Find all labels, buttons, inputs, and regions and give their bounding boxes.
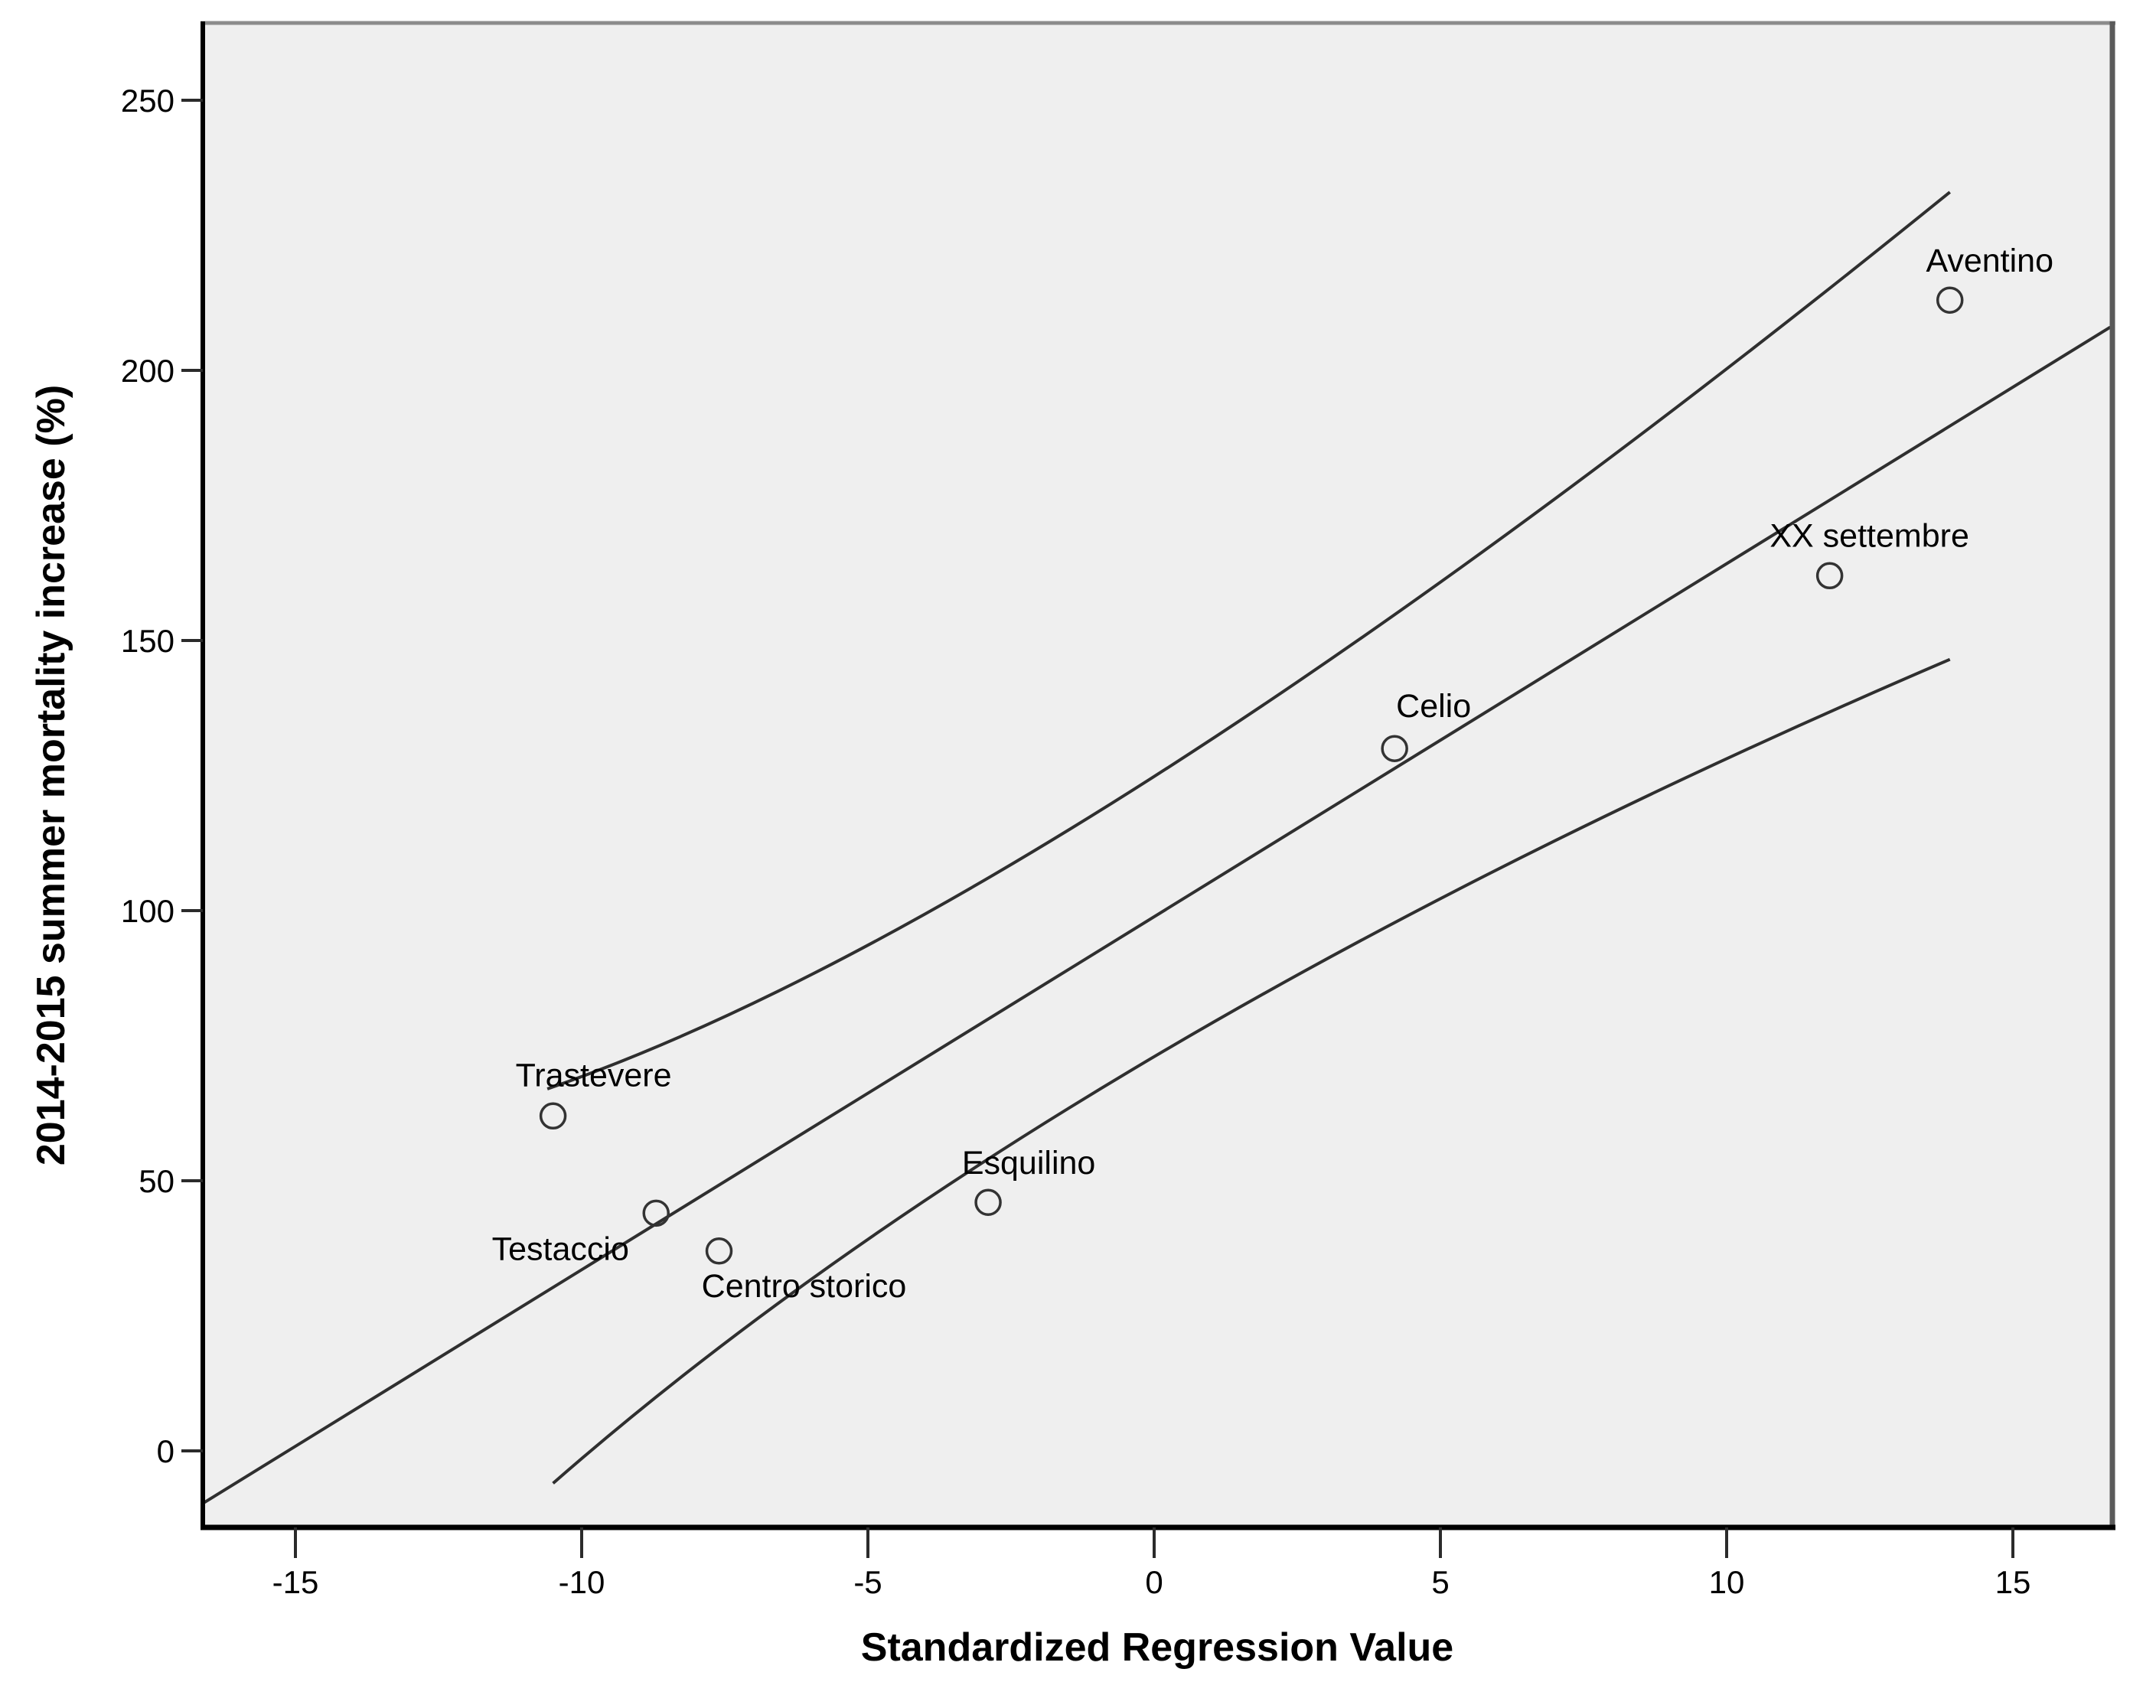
x-tick-label: -5: [853, 1564, 882, 1600]
x-tick-label: 0: [1145, 1564, 1163, 1600]
x-axis-title: Standardized Regression Value: [861, 1625, 1453, 1670]
x-tick-label: -10: [559, 1564, 605, 1600]
data-point-marker: [642, 1199, 670, 1227]
data-points: Trastevere Testaccio Centro storico Esquili…: [492, 243, 2053, 1305]
data-point-marker: [705, 1237, 733, 1265]
data-point-marker: [1381, 735, 1408, 762]
data-point-marker: [1815, 562, 1844, 590]
data-point-label: Esquilino: [962, 1145, 1096, 1182]
x-tick-label: 15: [1995, 1564, 2031, 1600]
y-tick-label: 200: [121, 353, 175, 389]
plot-borders: [201, 21, 2115, 1530]
ci-upper-line: [546, 191, 1951, 1090]
y-axis-title: 2014-2015 summer mortality increase (%): [29, 385, 73, 1165]
regression-lines: [203, 191, 2112, 1504]
x-tick-label: 5: [1431, 1564, 1449, 1600]
x-tick-label: -15: [272, 1564, 319, 1600]
data-point-label: Aventino: [1926, 243, 2053, 279]
data-point-marker: [1936, 286, 1964, 314]
data-point-label: Celio: [1396, 688, 1471, 725]
x-tick-label: 10: [1709, 1564, 1745, 1600]
fit-line: [203, 325, 2112, 1504]
y-tick-label: 100: [121, 893, 175, 929]
y-tick-label: 250: [121, 83, 175, 119]
ci-lower-line: [552, 657, 1951, 1485]
y-tick-label: 150: [121, 623, 175, 659]
data-point-label: Centro storico: [702, 1268, 907, 1305]
y-tick-label: 0: [157, 1433, 175, 1469]
data-point-label: XX settembre: [1769, 517, 1969, 554]
data-point-label: Testaccio: [492, 1230, 629, 1267]
y-tick-label: 50: [139, 1163, 175, 1199]
data-point-marker: [539, 1102, 567, 1130]
data-point-label: Trastevere: [516, 1057, 672, 1094]
data-point-marker: [974, 1188, 1002, 1216]
